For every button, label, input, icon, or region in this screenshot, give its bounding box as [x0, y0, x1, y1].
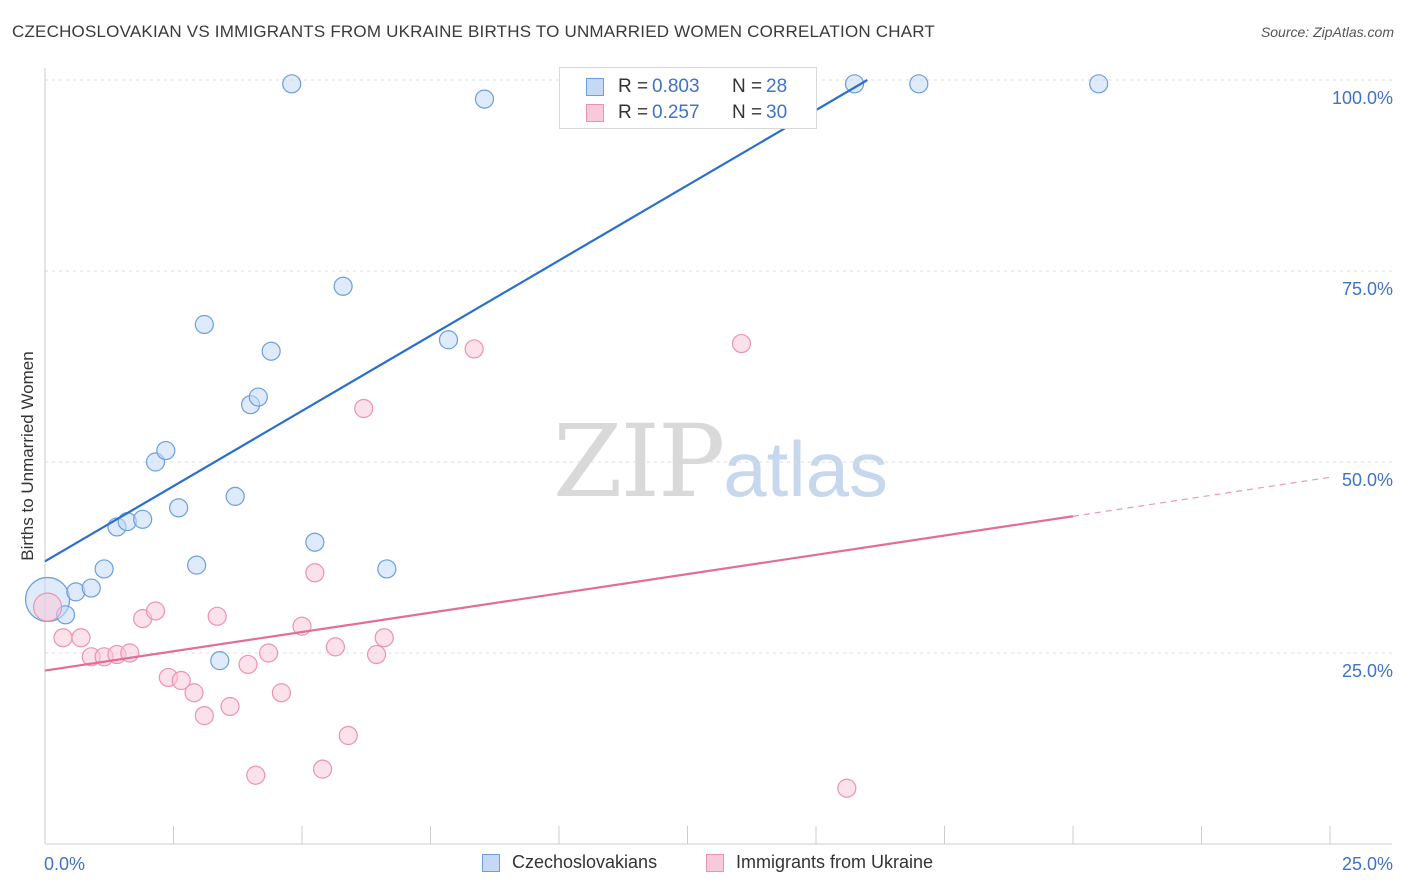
- point-ukraine: [171, 670, 191, 691]
- r-value: 0.803: [652, 76, 700, 97]
- point-czechoslovakians: [133, 509, 153, 529]
- point-czechoslovakians: [81, 578, 101, 598]
- legend-swatch-pink: [706, 854, 724, 872]
- y-tick-label: 50.0%: [1342, 470, 1393, 490]
- point-ukraine: [366, 644, 387, 665]
- point-czechoslovakians: [377, 559, 397, 579]
- point-ukraine: [731, 333, 752, 354]
- point-ukraine: [71, 628, 91, 648]
- watermark-atlas: atlas: [723, 425, 889, 513]
- point-czechoslovakians: [225, 486, 245, 506]
- point-ukraine: [53, 628, 73, 648]
- point-czechoslovakians: [194, 314, 214, 335]
- point-ukraine: [338, 725, 358, 746]
- point-czechoslovakians: [333, 276, 353, 296]
- x-tick-label: 0.0%: [44, 854, 85, 874]
- source-note: Source: ZipAtlas.com: [1260, 24, 1394, 40]
- point-ukraine: [258, 643, 279, 663]
- point-czechoslovakians: [248, 387, 268, 407]
- chart-title: CZECHOSLOVAKIAN VS IMMIGRANTS FROM UKRAI…: [12, 22, 936, 41]
- point-ukraine: [145, 601, 166, 621]
- point-ukraine: [238, 654, 258, 675]
- point-czechoslovakians: [1089, 74, 1109, 94]
- point-czechoslovakians: [438, 330, 459, 350]
- point-czechoslovakians: [169, 498, 189, 518]
- y-tick-label: 25.0%: [1342, 661, 1393, 681]
- x-tick-label: 25.0%: [1342, 854, 1393, 874]
- point-ukraine: [464, 339, 484, 359]
- r-label: R =: [618, 102, 649, 123]
- point-czechoslovakians: [210, 651, 230, 671]
- trendline-czechoslovakians: [44, 79, 868, 563]
- point-ukraine: [271, 683, 292, 703]
- point-ukraine: [207, 606, 227, 626]
- legend-swatch-pink: [586, 104, 604, 122]
- point-czechoslovakians: [305, 532, 325, 552]
- y-tick-label: 75.0%: [1342, 279, 1393, 299]
- point-ukraine: [220, 696, 240, 717]
- point-ukraine: [32, 592, 63, 622]
- point-czechoslovakians: [282, 74, 302, 94]
- watermark: ZIPatlas: [553, 403, 888, 520]
- n-label: N =: [732, 76, 763, 97]
- point-ukraine: [246, 765, 266, 785]
- point-ukraine: [305, 563, 325, 583]
- point-czechoslovakians: [187, 555, 207, 575]
- n-value: 28: [766, 76, 788, 97]
- point-czechoslovakians: [474, 89, 495, 109]
- point-ukraine: [325, 637, 346, 657]
- n-label: N =: [732, 102, 763, 123]
- point-ukraine: [184, 683, 204, 703]
- trendline-ukraine: [44, 515, 1074, 672]
- point-ukraine: [312, 759, 333, 779]
- point-ukraine: [837, 778, 857, 798]
- point-czechoslovakians: [94, 559, 114, 579]
- legend-swatch-blue: [586, 78, 604, 96]
- r-label: R =: [618, 76, 649, 97]
- n-value: 30: [766, 102, 788, 123]
- point-ukraine: [354, 398, 374, 419]
- legend-label: Czechoslovakians: [512, 852, 658, 872]
- legend-swatch-blue: [482, 854, 500, 872]
- y-tick-label: 100.0%: [1332, 88, 1393, 108]
- point-czechoslovakians: [909, 74, 929, 94]
- point-czechoslovakians: [156, 440, 176, 461]
- point-ukraine: [194, 706, 214, 726]
- point-czechoslovakians: [261, 341, 281, 361]
- trendline-extension-ukraine: [1072, 476, 1331, 517]
- point-czechoslovakians: [844, 74, 865, 94]
- r-value: 0.257: [652, 102, 700, 123]
- legend-label: Immigrants from Ukraine: [736, 852, 934, 872]
- point-ukraine: [374, 628, 394, 648]
- stats-legend: R = 0.803 N = 28 R = 0.257 N = 30: [559, 67, 817, 129]
